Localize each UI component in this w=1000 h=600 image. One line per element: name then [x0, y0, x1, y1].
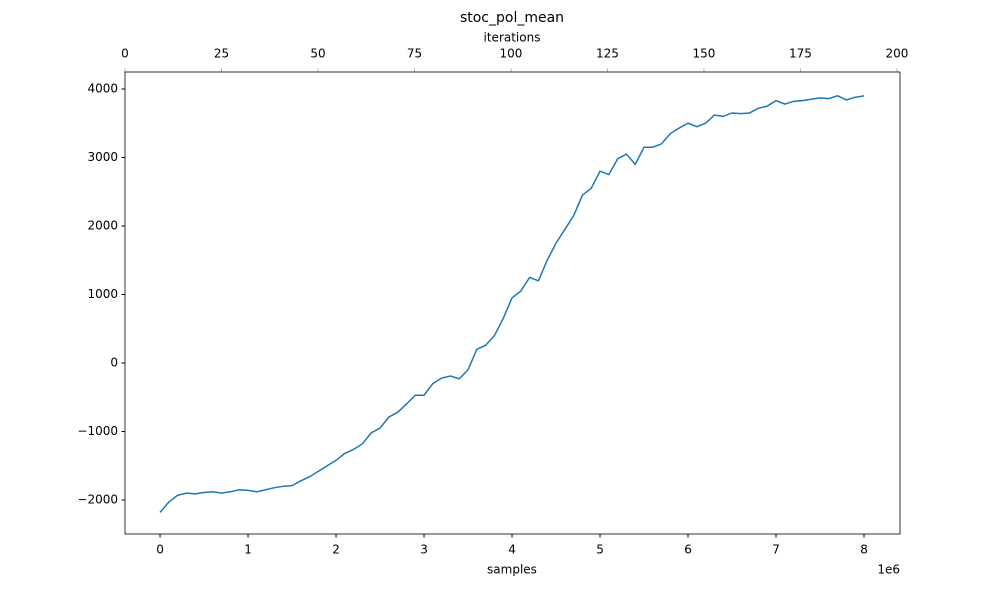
x-offset-label: 1e6: [877, 563, 900, 577]
x2-tick-label: 50: [310, 47, 325, 61]
x2-axis-label: iterations: [484, 31, 541, 45]
y-tick-label: 3000: [87, 150, 118, 164]
x-tick-label: 6: [684, 543, 692, 557]
y-tick-label: −2000: [77, 493, 118, 507]
y-tick-label: 2000: [87, 219, 118, 233]
y-tick-label: 1000: [87, 287, 118, 301]
y-tick-label: 0: [110, 356, 118, 370]
x2-tick-label: 25: [214, 47, 229, 61]
x2-tick-label: 125: [596, 47, 619, 61]
x-tick-label: 8: [860, 543, 868, 557]
data-line: [159, 95, 865, 513]
x-tick-label: 7: [772, 543, 780, 557]
x2-tick-label: 75: [407, 47, 422, 61]
x2-tick-label: 175: [789, 47, 812, 61]
x-tick-label: 1: [244, 543, 252, 557]
x2-tick-label: 200: [885, 47, 908, 61]
x-tick-label: 5: [596, 543, 604, 557]
chart-title: stoc_pol_mean: [460, 10, 564, 26]
x2-tick-label: 100: [500, 47, 523, 61]
x-tick-label: 0: [156, 543, 164, 557]
y-tick-label: −1000: [77, 424, 118, 438]
plot-frame: [124, 71, 901, 535]
x2-tick-label: 0: [121, 47, 129, 61]
x-tick-label: 4: [508, 543, 516, 557]
x2-tick-label: 150: [692, 47, 715, 61]
y-tick-label: 4000: [87, 81, 118, 95]
x-axis-label: samples: [487, 563, 537, 577]
x-tick-label: 3: [420, 543, 428, 557]
x-tick-label: 2: [332, 543, 340, 557]
